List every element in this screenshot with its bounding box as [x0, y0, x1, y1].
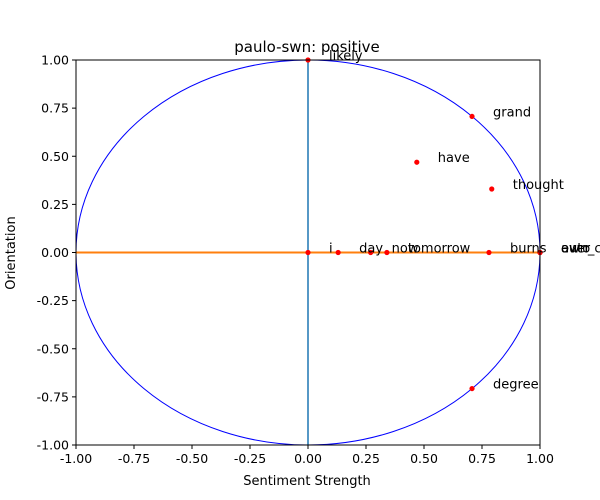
data-label: degree: [493, 378, 539, 393]
y-tick-label: 1.00: [41, 53, 69, 68]
data-label: auto: [561, 242, 590, 257]
data-label: grand: [493, 105, 531, 120]
data-point: [489, 186, 495, 192]
x-tick-label: 0.25: [352, 451, 380, 466]
y-tick-label: 0.75: [41, 101, 69, 116]
data-point: [368, 249, 374, 256]
y-tick-label: 0.50: [41, 149, 69, 164]
x-tick-label: -0.75: [118, 451, 150, 466]
data-point: [486, 249, 492, 256]
y-axis-title: Orientation: [4, 216, 19, 289]
x-tick-label: 0.50: [410, 451, 438, 466]
data-label: own_c: [561, 242, 600, 257]
data-label: day: [359, 242, 383, 257]
data-label: have: [438, 151, 470, 166]
y-tick-label: 0.00: [41, 245, 69, 260]
x-tick-label: 0.00: [294, 451, 322, 466]
x-axis-ticks: -1.00 -0.75 -0.50 -0.25 0.00 0.25 0.50 0.75 1.00: [60, 445, 554, 466]
y-tick-label: -0.75: [37, 389, 69, 404]
data-point: [414, 159, 420, 165]
data-label: tomorrow: [408, 242, 471, 257]
data-point: [469, 385, 475, 392]
data-point: [305, 249, 311, 256]
y-tick-label: -0.25: [37, 293, 69, 308]
x-tick-label: 1.00: [526, 451, 554, 466]
data-point: [384, 249, 390, 256]
data-label: thought: [513, 178, 564, 193]
data-label: i: [329, 242, 333, 257]
data-point: [469, 113, 475, 120]
y-tick-label: -1.00: [37, 438, 69, 453]
x-tick-label: -1.00: [60, 451, 92, 466]
data-label: ever: [561, 242, 591, 257]
x-tick-label: -0.50: [176, 451, 208, 466]
x-tick-label: -0.25: [234, 451, 266, 466]
data-label: burns: [510, 242, 547, 257]
data-label: likely: [329, 49, 363, 64]
y-axis-ticks: 1.00 0.75 0.50 0.25 0.00 -0.25 -0.50 -0.75 -1.00: [37, 53, 76, 453]
x-tick-label: 0.75: [468, 451, 496, 466]
data-label: now: [392, 242, 419, 257]
y-tick-label: -0.50: [37, 341, 69, 356]
x-axis-title: Sentiment Strength: [243, 474, 371, 489]
y-tick-label: 0.25: [41, 197, 69, 212]
chart-title: paulo-swn: positive: [234, 38, 380, 56]
data-point: [335, 249, 341, 256]
